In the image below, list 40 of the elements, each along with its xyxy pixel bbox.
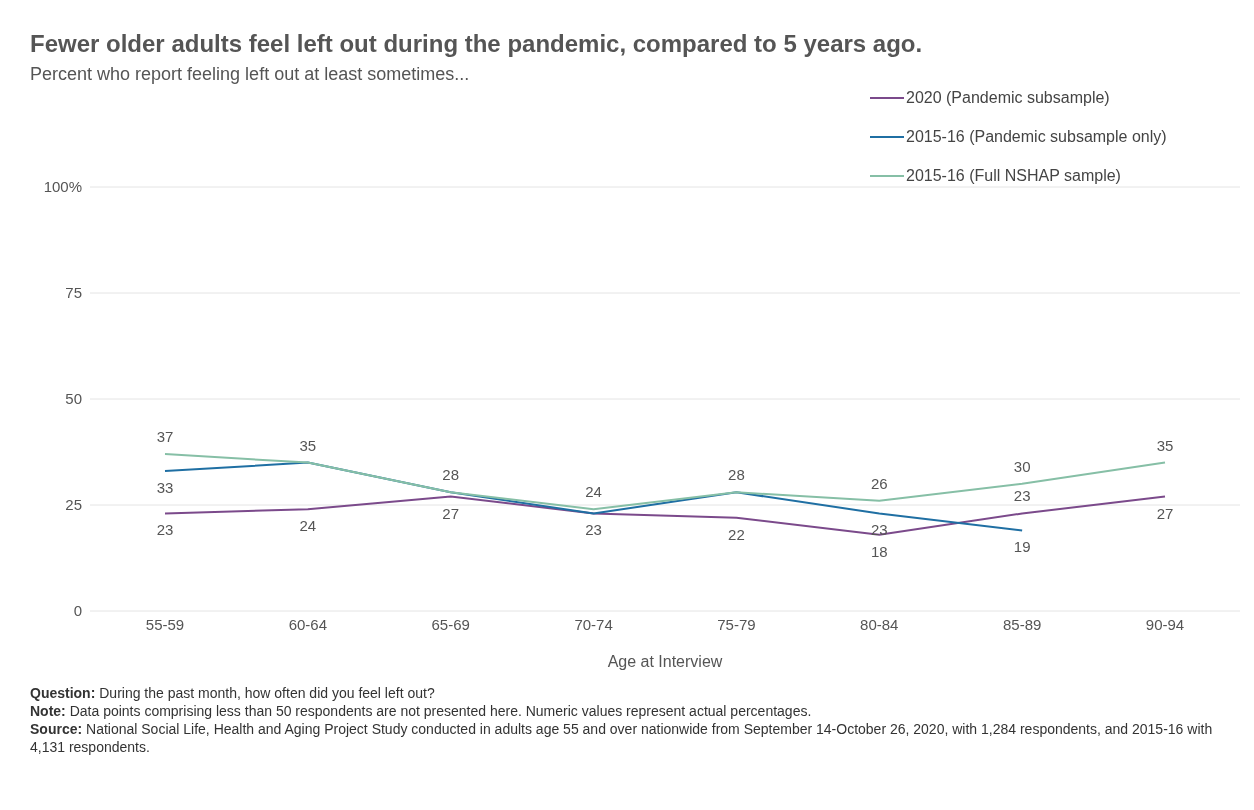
chart-subtitle: Percent who report feeling left out at least sometimes... (30, 64, 470, 85)
x-tick-label: 60-64 (288, 615, 328, 633)
data-label: 22 (728, 525, 745, 543)
source-note: Source: National Social Life, Health and Aging Project Study conducted in adults age 55 and over nationwide from September 14-October 26, 2020, with 1,284 respondents, and 2015-16 with 4,131 respondents. (30, 721, 1213, 755)
data-label: 24 (585, 483, 602, 501)
text: Note: Data points comprising less than 50 respondents are not presented here. Numeric values represent actual percentages. (30, 703, 812, 719)
data-label: 18 (870, 542, 888, 560)
x-tick-label: 80-84 (860, 615, 899, 633)
data-label: 28 (442, 466, 460, 484)
x-tick-label: 70-74 (574, 615, 613, 633)
data-label: 19 (1013, 538, 1031, 556)
y-tick-label: 0 (73, 602, 82, 620)
legend-label: 2015-16 (Pandemic subsample only) (906, 127, 1167, 146)
x-tick-label: 85-89 (1002, 615, 1042, 633)
x-tick-label: 65-69 (431, 615, 470, 633)
y-tick-label: 75 (65, 284, 82, 302)
data-label: 28 (728, 466, 745, 484)
y-tick-label: 25 (65, 496, 82, 514)
data-label: 23 (156, 521, 174, 539)
legend-label: 2015-16 (Full NSHAP sample) (906, 166, 1121, 185)
data-label: 30 (1013, 457, 1031, 475)
data-label: 35 (299, 436, 317, 454)
chart-title: Fewer older adults feel left out during the pandemic, compared to 5 years ago. (30, 30, 923, 58)
data-label: 24 (299, 517, 317, 535)
data-label: 23 (585, 521, 602, 539)
data-label: 27 (442, 504, 460, 522)
x-tick-label: 75-79 (717, 615, 756, 633)
data-label: 27 (1156, 504, 1174, 522)
x-axis-title: Age at Interview (607, 653, 723, 670)
data-label: 37 (156, 428, 174, 446)
y-tick-label: 100% (43, 178, 82, 196)
text: Question: During the past month, how often did you feel left out? (30, 685, 435, 701)
y-tick-label: 50 (65, 390, 82, 408)
legend-label: 2020 (Pandemic subsample) (906, 88, 1110, 107)
data-label: 23 (1013, 487, 1031, 505)
x-tick-label: 55-59 (145, 615, 185, 633)
data-label: 26 (870, 474, 888, 492)
data-label: 33 (156, 479, 174, 497)
x-tick-label: 90-94 (1145, 615, 1185, 633)
data-label: 35 (1156, 436, 1174, 454)
